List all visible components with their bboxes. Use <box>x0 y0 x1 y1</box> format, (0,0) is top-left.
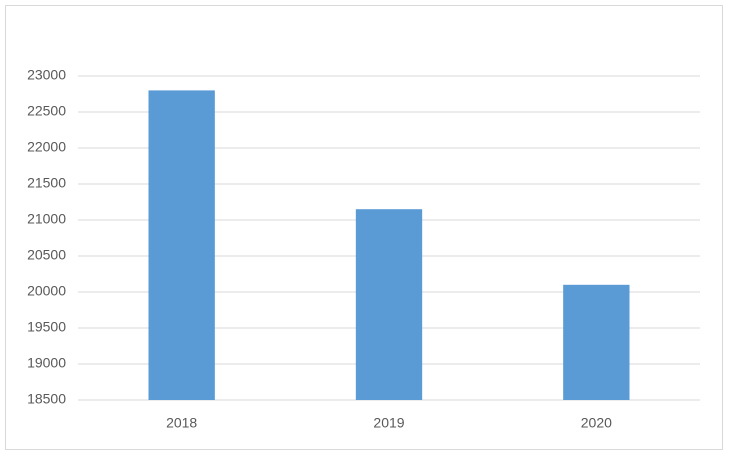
y-tick-label: 19500 <box>27 319 66 335</box>
bar <box>148 90 215 401</box>
y-tick-label: 18500 <box>27 391 66 407</box>
y-tick-label: 19000 <box>27 355 66 371</box>
x-tick-label: 2018 <box>166 415 197 431</box>
x-tick-label: 2020 <box>581 415 612 431</box>
y-tick-label: 22500 <box>27 103 66 119</box>
bar <box>355 209 423 400</box>
x-tick-label: 2019 <box>373 415 404 431</box>
y-tick-label: 20000 <box>27 283 66 299</box>
y-tick-label: 23000 <box>27 67 66 83</box>
y-tick-label: 20500 <box>27 247 66 263</box>
y-tick-label: 21000 <box>27 211 66 227</box>
y-tick-label: 21500 <box>27 175 66 191</box>
bar <box>563 284 630 400</box>
y-tick-label: 22000 <box>27 139 66 155</box>
